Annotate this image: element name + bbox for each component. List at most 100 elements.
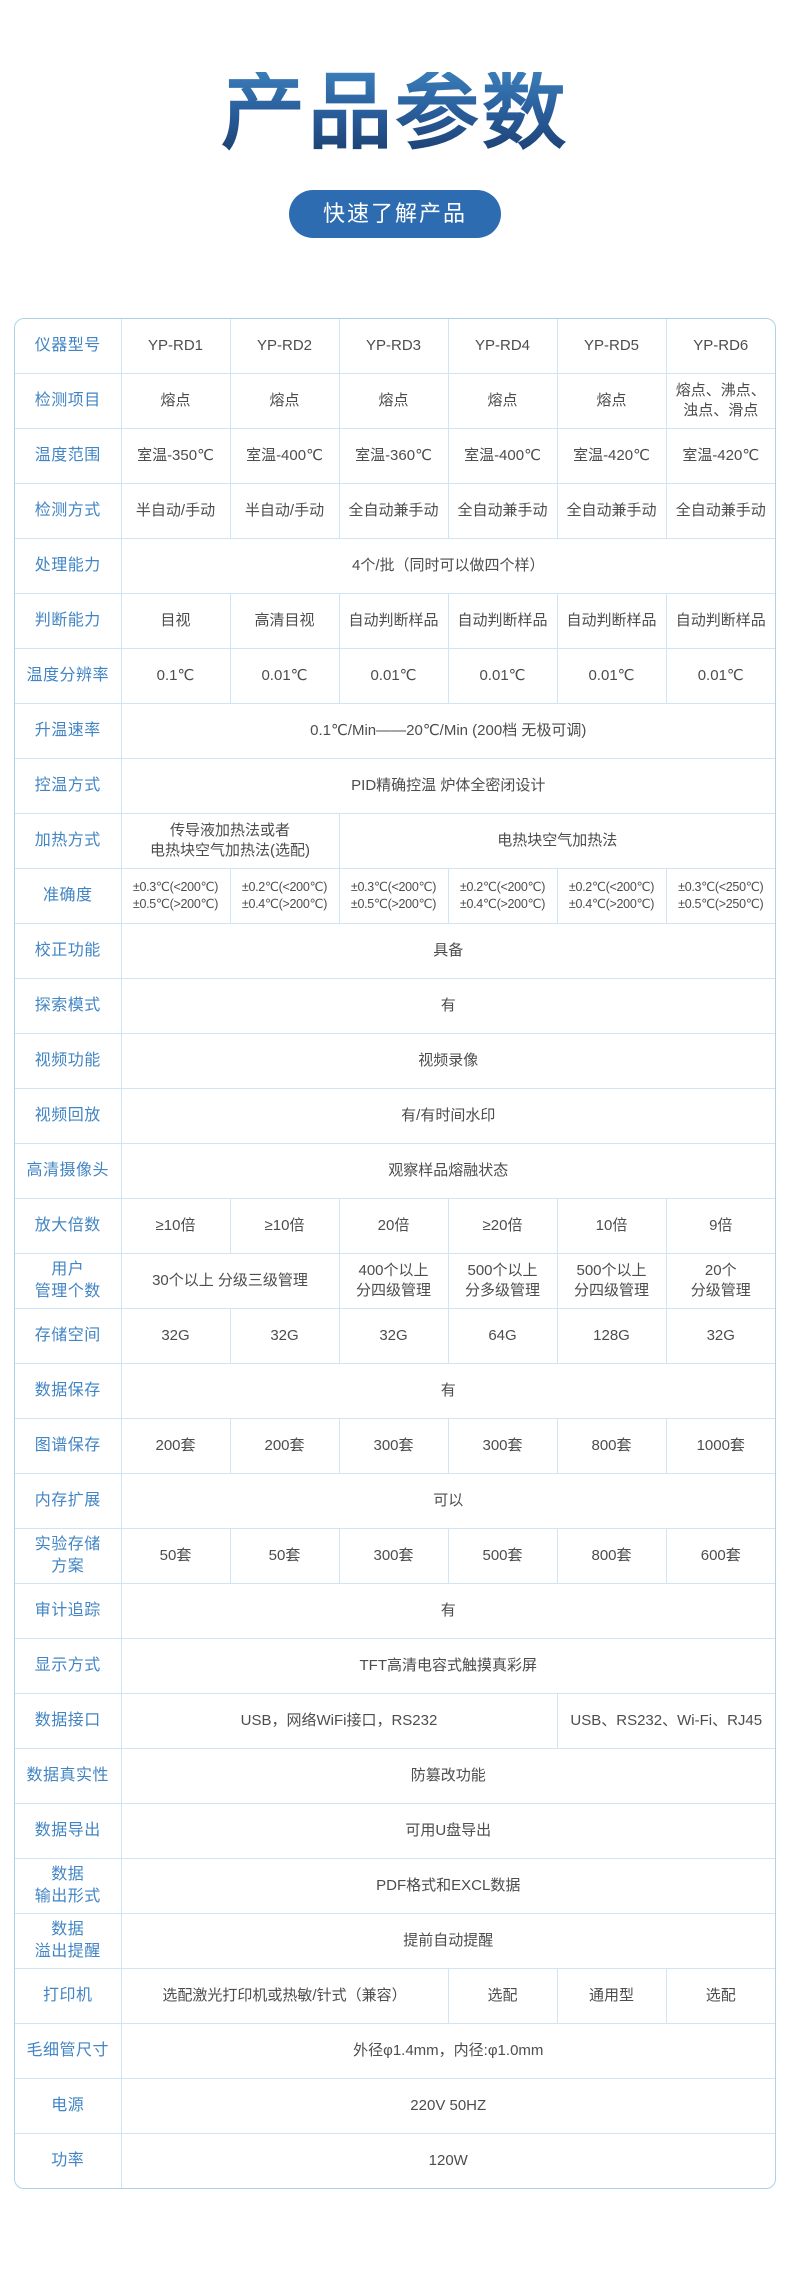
spec-cell: 0.01℃ [339, 648, 449, 704]
spec-row: 检测方式 半自动/手动 半自动/手动 全自动兼手动 全自动兼手动 全自动兼手动 全自动兼手动 [15, 483, 775, 539]
spec-table-body: 仪器型号 YP-RD1 YP-RD2 YP-RD3 YP-RD4 YP-RD5 YP-RD6… [15, 319, 775, 2188]
row-label: 升温速率 [15, 703, 122, 759]
row-label: 数据 输出形式 [15, 1858, 122, 1914]
spec-cell: 50套 [121, 1528, 231, 1584]
spec-cell: 4个/批（同时可以做四个样） [121, 538, 775, 594]
spec-cell: 220V 50HZ [121, 2078, 775, 2134]
row-label: 校正功能 [15, 923, 122, 979]
spec-cell: YP-RD2 [230, 319, 340, 374]
spec-cell: TFT高清电容式触摸真彩屏 [121, 1638, 775, 1694]
spec-row: 数据导出 可用U盘导出 [15, 1803, 775, 1859]
spec-table: 仪器型号 YP-RD1 YP-RD2 YP-RD3 YP-RD4 YP-RD5 YP-RD6… [15, 319, 775, 2188]
spec-row: 功率 120W [15, 2133, 775, 2188]
spec-cell: 有 [121, 978, 775, 1034]
spec-cell: 熔点 [448, 373, 558, 429]
spec-cell: ±0.2℃(<200℃) ±0.4℃(>200℃) [448, 868, 558, 924]
spec-cell: ±0.3℃(<200℃) ±0.5℃(>200℃) [339, 868, 449, 924]
row-label: 存储空间 [15, 1308, 122, 1364]
spec-cell: ≥10倍 [121, 1198, 231, 1254]
spec-row: 仪器型号 YP-RD1 YP-RD2 YP-RD3 YP-RD4 YP-RD5 YP-RD6 [15, 319, 775, 374]
spec-cell: 室温-350℃ [121, 428, 231, 484]
spec-cell: 提前自动提醒 [121, 1913, 775, 1969]
spec-cell: 0.01℃ [557, 648, 667, 704]
spec-row: 毛细管尺寸 外径φ1.4mm，内径:φ1.0mm [15, 2023, 775, 2079]
spec-cell: USB、RS232、Wi-Fi、RJ45 [557, 1693, 775, 1749]
spec-row: 图谱保存 200套 200套 300套 300套 800套 1000套 [15, 1418, 775, 1474]
spec-cell: 电热块空气加热法 [339, 813, 775, 869]
spec-row: 数据 溢出提醒 提前自动提醒 [15, 1913, 775, 1969]
spec-row: 处理能力 4个/批（同时可以做四个样） [15, 538, 775, 594]
spec-cell: 选配 [448, 1968, 558, 2024]
row-label: 温度分辨率 [15, 648, 122, 704]
row-label: 数据接口 [15, 1693, 122, 1749]
row-label: 毛细管尺寸 [15, 2023, 122, 2079]
spec-cell: 0.1℃/Min——20℃/Min (200档 无极可调) [121, 703, 775, 759]
spec-cell: YP-RD3 [339, 319, 449, 374]
row-label: 放大倍数 [15, 1198, 122, 1254]
spec-cell: 500套 [448, 1528, 558, 1584]
spec-row: 审计追踪有 [15, 1583, 775, 1639]
spec-cell: 400个以上 分四级管理 [339, 1253, 449, 1309]
spec-cell: 熔点 [230, 373, 340, 429]
spec-cell: USB，网络WiFi接口，RS232 [121, 1693, 558, 1749]
spec-cell: ≥10倍 [230, 1198, 340, 1254]
row-label: 视频功能 [15, 1033, 122, 1089]
row-label: 图谱保存 [15, 1418, 122, 1474]
spec-cell: 500个以上 分四级管理 [557, 1253, 667, 1309]
row-label: 探索模式 [15, 978, 122, 1034]
spec-cell: 高清目视 [230, 593, 340, 649]
spec-cell: 200套 [121, 1418, 231, 1474]
spec-cell: 32G [666, 1308, 775, 1364]
spec-cell: 熔点 [339, 373, 449, 429]
spec-cell: 选配激光打印机或热敏/针式（兼容） [121, 1968, 449, 2024]
spec-row: 探索模式有 [15, 978, 775, 1034]
spec-cell: 32G [339, 1308, 449, 1364]
spec-cell: 500个以上 分多级管理 [448, 1253, 558, 1309]
spec-row: 数据真实性 防篡改功能 [15, 1748, 775, 1804]
spec-cell: 通用型 [557, 1968, 667, 2024]
spec-cell: ±0.2℃(<200℃) ±0.4℃(>200℃) [557, 868, 667, 924]
spec-row: 电源 220V 50HZ [15, 2078, 775, 2134]
spec-cell: 室温-360℃ [339, 428, 449, 484]
spec-cell: 600套 [666, 1528, 775, 1584]
spec-cell: 自动判断样品 [448, 593, 558, 649]
spec-cell: 300套 [339, 1418, 449, 1474]
row-label: 数据真实性 [15, 1748, 122, 1804]
spec-cell: 有/有时间水印 [121, 1088, 775, 1144]
spec-cell: 有 [121, 1583, 775, 1639]
spec-cell: 0.01℃ [666, 648, 775, 704]
row-label: 内存扩展 [15, 1473, 122, 1529]
spec-cell: PDF格式和EXCL数据 [121, 1858, 775, 1914]
spec-cell: 128G [557, 1308, 667, 1364]
spec-cell: 传导液加热法或者 电热块空气加热法(选配) [121, 813, 340, 869]
spec-row: 数据 输出形式 PDF格式和EXCL数据 [15, 1858, 775, 1914]
spec-cell: 有 [121, 1363, 775, 1419]
spec-row: 视频回放 有/有时间水印 [15, 1088, 775, 1144]
spec-cell: 10倍 [557, 1198, 667, 1254]
spec-row: 判断能力 目视 高清目视 自动判断样品 自动判断样品 自动判断样品 自动判断样品 [15, 593, 775, 649]
spec-cell: 800套 [557, 1418, 667, 1474]
spec-cell: 自动判断样品 [557, 593, 667, 649]
spec-cell: 全自动兼手动 [448, 483, 558, 539]
spec-row: 温度分辨率 0.1℃ 0.01℃ 0.01℃ 0.01℃ 0.01℃ 0.01℃ [15, 648, 775, 704]
spec-cell: YP-RD6 [666, 319, 775, 374]
row-label: 高清摄像头 [15, 1143, 122, 1199]
spec-cell: 800套 [557, 1528, 667, 1584]
spec-cell: 9倍 [666, 1198, 775, 1254]
spec-cell: 自动判断样品 [666, 593, 775, 649]
spec-cell: 32G [121, 1308, 231, 1364]
row-label: 打印机 [15, 1968, 122, 2024]
spec-cell: 自动判断样品 [339, 593, 449, 649]
spec-row: 检测项目 熔点 熔点 熔点 熔点 熔点 熔点、沸点、 浊点、滑点 [15, 373, 775, 429]
spec-row: 温度范围 室温-350℃ 室温-400℃ 室温-360℃ 室温-400℃ 室温-420℃ 室… [15, 428, 775, 484]
spec-cell: ±0.2℃(<200℃) ±0.4℃(>200℃) [230, 868, 340, 924]
spec-cell: 50套 [230, 1528, 340, 1584]
spec-row: 实验存储 方案 50套 50套 300套 500套 800套 600套 [15, 1528, 775, 1584]
spec-cell: PID精确控温 炉体全密闭设计 [121, 758, 775, 814]
row-label: 实验存储 方案 [15, 1528, 122, 1584]
row-label: 视频回放 [15, 1088, 122, 1144]
spec-cell: 熔点 [121, 373, 231, 429]
spec-row: 高清摄像头 观察样品熔融状态 [15, 1143, 775, 1199]
spec-row: 显示方式 TFT高清电容式触摸真彩屏 [15, 1638, 775, 1694]
spec-cell: ≥20倍 [448, 1198, 558, 1254]
